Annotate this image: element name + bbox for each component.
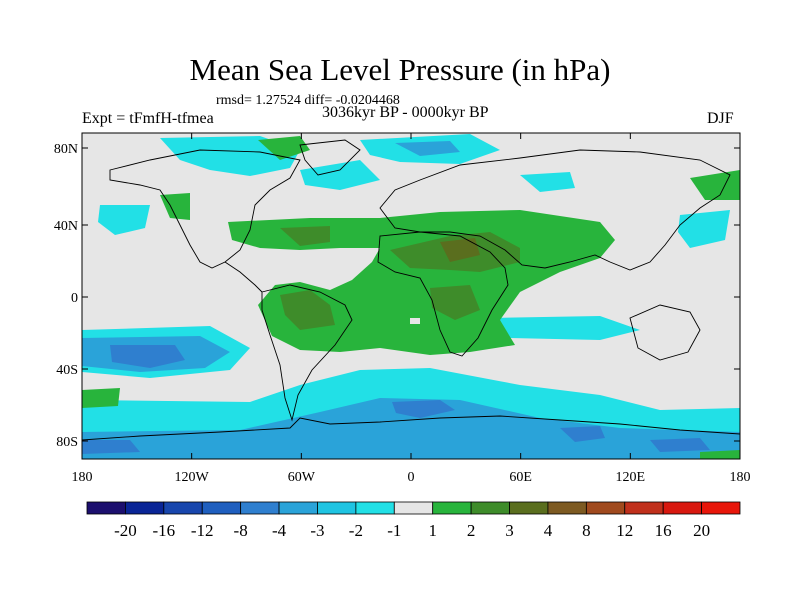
lon-label: 60E	[509, 470, 532, 485]
pacific-low-east	[678, 210, 730, 248]
south-america-coast	[261, 284, 353, 422]
period-label: 3036kyr BP - 0000kyr BP	[322, 104, 489, 121]
arctic-low-core	[395, 141, 460, 156]
colorbar-swatch	[201, 501, 242, 515]
map-title: Mean Sea Level Pressure (in hPa)	[189, 52, 611, 87]
colorbar-swatch	[509, 501, 549, 515]
season-label: DJF	[707, 110, 734, 127]
colorbar-label: 20	[693, 521, 710, 540]
north-atlantic-low	[300, 160, 380, 190]
colorbar-swatch	[432, 501, 472, 515]
colorbar-label: 2	[467, 521, 476, 540]
antarctic-low-core-2	[82, 440, 140, 454]
central-america-coast	[224, 261, 263, 293]
southern-ocean-band-mid	[82, 398, 740, 459]
longitude-axis: 180 120W 60W 0 60E 120E 180	[72, 133, 751, 485]
colorbar-swatch	[701, 501, 741, 515]
australia-coast	[629, 304, 701, 361]
colorbar-swatch	[240, 501, 280, 515]
latitude-axis: 80N 40N 0 40S 80S	[54, 142, 740, 450]
africa-coast	[377, 231, 509, 357]
colorbar-swatch	[624, 501, 664, 515]
colorbar-label: 4	[544, 521, 553, 540]
lon-label: 120W	[175, 470, 210, 485]
lon-label: 0	[408, 470, 415, 485]
colorbar-label: -20	[114, 521, 137, 540]
colorbar-swatch	[355, 501, 395, 515]
colorbar-swatch	[125, 501, 165, 515]
antarctic-low-core-3	[650, 438, 710, 452]
lat-label: 40S	[56, 363, 78, 378]
antarctica-coast	[82, 415, 740, 441]
south-pacific-low-core	[110, 345, 185, 368]
south-america-high	[280, 290, 335, 330]
colorbar-swatch	[470, 501, 510, 515]
colorbar-swatch	[163, 501, 203, 515]
experiment-label: Expt = tFmfH-tfmea	[82, 110, 214, 127]
coastlines	[82, 139, 740, 441]
colorbar-swatch	[278, 501, 318, 515]
colorbar-label: -12	[191, 521, 214, 540]
colorbar-label: 8	[582, 521, 591, 540]
colorbar-label: -2	[349, 521, 363, 540]
colorbar-swatch	[585, 501, 626, 515]
colorbar-swatch	[86, 501, 126, 515]
lat-label: 80S	[56, 435, 78, 450]
positive-anomaly-areas	[82, 136, 740, 459]
southern-ocean-core	[392, 400, 455, 418]
mid-atlantic-high	[280, 226, 330, 246]
colorbar-swatch	[393, 501, 434, 515]
eurasia-coast	[379, 149, 731, 271]
lat-label: 40N	[54, 219, 78, 234]
colorbar-label: -4	[272, 521, 287, 540]
greenland-coast	[299, 139, 361, 176]
lon-label: 120E	[616, 470, 646, 485]
rmsd-diff-stats: rmsd= 1.27524 diff= -0.0204468	[216, 93, 400, 108]
sahara-high-core	[440, 238, 480, 262]
south-africa-high	[430, 285, 480, 320]
antarctic-high	[82, 388, 120, 408]
indian-ocean-low	[490, 316, 640, 340]
north-america-coast	[109, 149, 301, 269]
colorbar-swatch	[547, 501, 587, 515]
colorbar-label: -1	[387, 521, 401, 540]
lat-label: 80N	[54, 142, 78, 157]
colorbar-label: 3	[505, 521, 514, 540]
colorbar-label: 16	[655, 521, 672, 540]
map-panel	[82, 133, 740, 459]
greenland-high	[258, 136, 310, 160]
colorbar-label: -3	[310, 521, 324, 540]
antarctic-low-core	[560, 426, 605, 442]
siberia-low	[520, 172, 575, 192]
lon-label: 180	[72, 470, 93, 485]
drake-high	[700, 450, 740, 459]
lat-label: 0	[71, 291, 78, 306]
colorbar-swatch	[662, 501, 702, 515]
colorbar-label: -16	[152, 521, 175, 540]
alaska-high	[160, 193, 190, 220]
colorbar: -20 -16 -12 -8 -4 -3 -2 -1 1 2 3 4 8 12 16 20	[86, 501, 741, 540]
colorbar-label: 12	[616, 521, 633, 540]
lon-label: 180	[730, 470, 751, 485]
colorbar-label: -8	[234, 521, 248, 540]
colorbar-label: 1	[428, 521, 437, 540]
lon-label: 60W	[288, 470, 316, 485]
colorbar-swatch	[317, 501, 357, 515]
atlantic-small-low	[410, 318, 420, 324]
pacific-low-west	[98, 205, 150, 235]
northeast-pacific-high	[690, 170, 740, 200]
